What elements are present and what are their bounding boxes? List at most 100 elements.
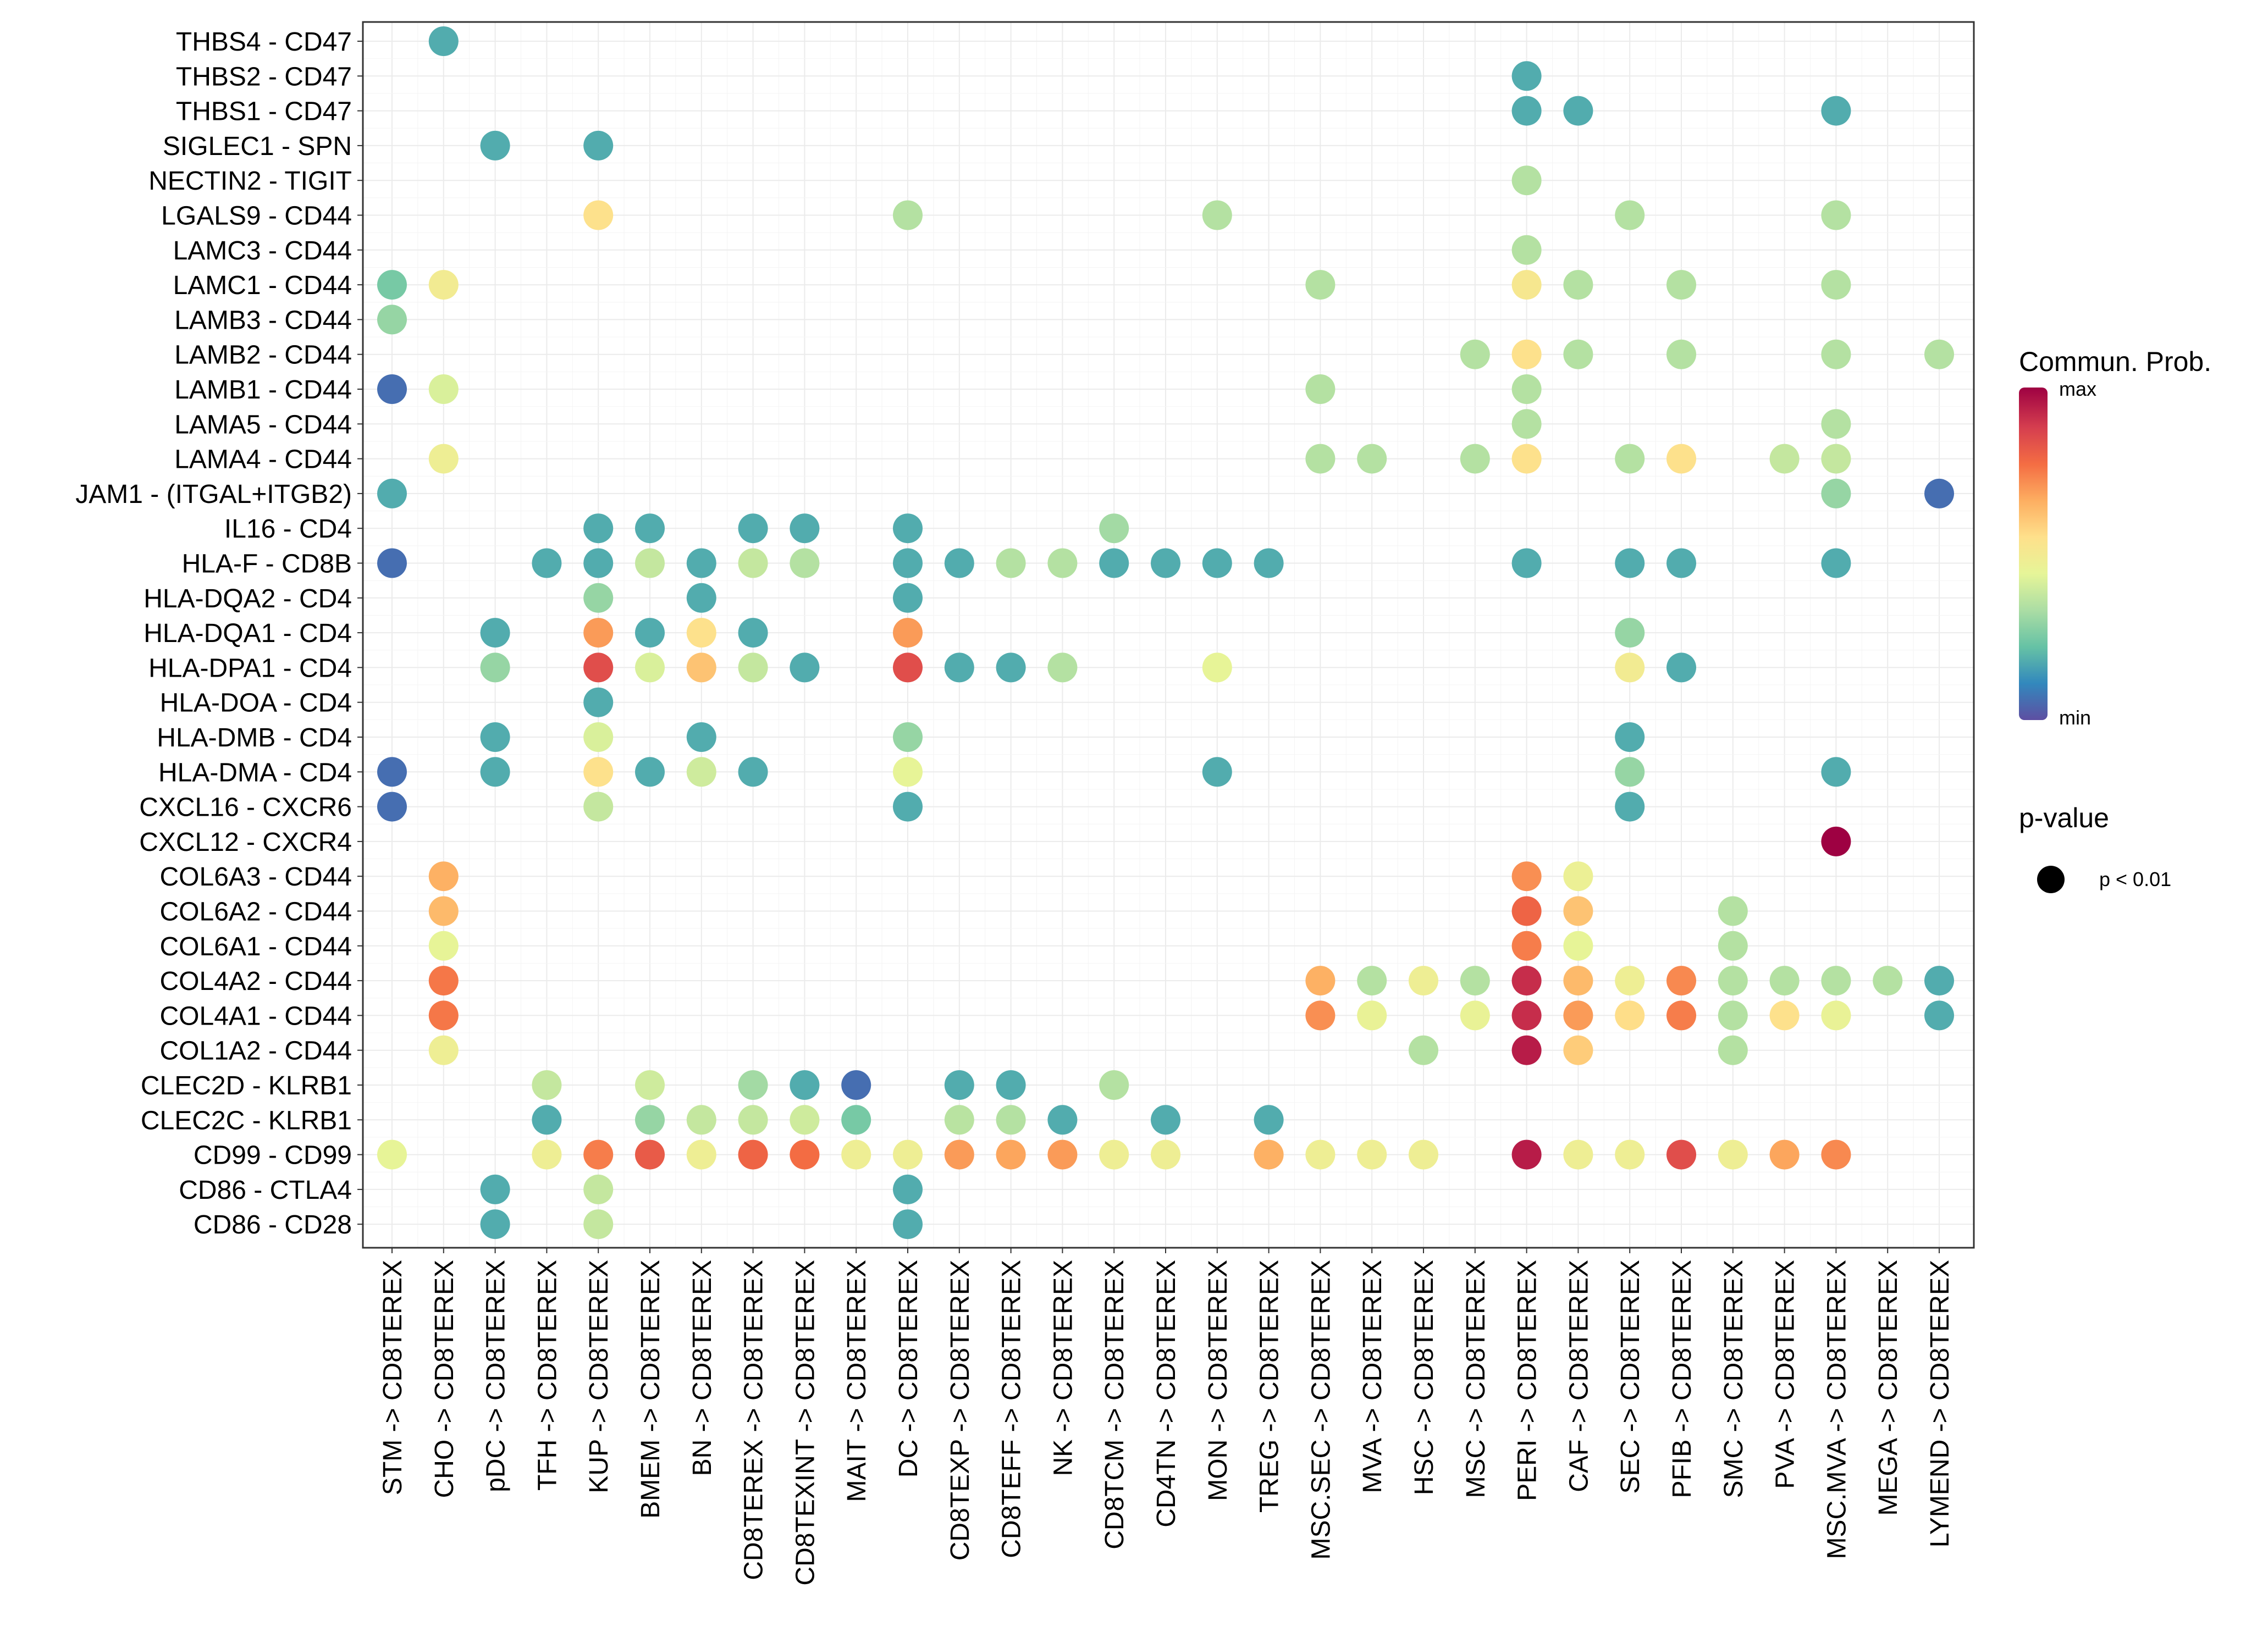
x-tick-label: NK -> CD8TEREX (1049, 1260, 1078, 1476)
data-point (377, 305, 407, 335)
data-point (1511, 861, 1542, 892)
x-tick-label: HSC -> CD8TEREX (1410, 1260, 1439, 1495)
data-point (1409, 1035, 1438, 1065)
y-tick-label: CLEC2C - KLRB1 (141, 1106, 352, 1135)
data-point (583, 722, 614, 752)
data-point (1254, 548, 1284, 578)
data-point (841, 1070, 871, 1100)
data-point (428, 26, 459, 56)
data-point (686, 583, 716, 613)
data-point (635, 652, 665, 683)
data-point (841, 1139, 871, 1170)
data-point (893, 792, 923, 822)
x-tick-label: KUP -> CD8TEREX (584, 1260, 614, 1493)
data-point (1666, 1000, 1696, 1031)
color-min-label: min (2059, 706, 2091, 729)
size-legend-label: p < 0.01 (2099, 868, 2171, 890)
data-point (1254, 1105, 1284, 1135)
data-point (1821, 548, 1851, 578)
x-tick-label: CHO -> CD8TEREX (430, 1260, 459, 1498)
data-point (996, 652, 1026, 683)
x-tick-label: CD8TEREX -> CD8TEREX (740, 1260, 769, 1580)
y-tick-label: CD86 - CTLA4 (179, 1176, 352, 1205)
data-point (944, 652, 974, 683)
data-point (635, 1105, 665, 1135)
y-tick-label: HLA-DMB - CD4 (157, 723, 352, 752)
y-tick-label: COL6A1 - CD44 (160, 932, 352, 961)
data-point (738, 1070, 768, 1100)
data-point (1357, 1000, 1387, 1031)
data-point (1666, 1139, 1696, 1170)
data-point (790, 652, 820, 683)
data-point (1821, 270, 1851, 300)
y-tick-label: CD86 - CD28 (194, 1210, 352, 1239)
data-point (1821, 339, 1851, 369)
data-point (1511, 896, 1542, 926)
data-point (1615, 757, 1645, 787)
data-point (1615, 1139, 1645, 1170)
data-point (428, 966, 459, 996)
y-tick-label: LAMB3 - CD44 (174, 306, 352, 335)
data-point (635, 1139, 665, 1170)
data-point (1151, 548, 1180, 578)
data-point (377, 270, 407, 300)
data-point (996, 1105, 1026, 1135)
data-point (583, 200, 614, 230)
data-point (1615, 652, 1645, 683)
data-point (532, 1070, 562, 1100)
data-point (635, 757, 665, 787)
data-point (1615, 1000, 1645, 1031)
data-point (377, 478, 407, 508)
data-point (790, 548, 820, 578)
y-tick-label: LAMB2 - CD44 (174, 341, 352, 370)
data-point (790, 1070, 820, 1100)
data-point (1563, 1035, 1593, 1065)
data-point (1718, 1139, 1748, 1170)
data-point (1563, 1000, 1593, 1031)
data-point (1202, 548, 1232, 578)
legend: Commun. Prob. max min p-value p < 0.01 (2019, 346, 2211, 893)
data-point (480, 1209, 510, 1239)
data-point (1047, 548, 1078, 578)
plot-panel-border (362, 21, 1975, 1249)
data-point (686, 618, 716, 648)
x-tick-label: MVA -> CD8TEREX (1358, 1260, 1387, 1493)
data-point (532, 548, 562, 578)
data-point (583, 1174, 614, 1204)
data-point (1511, 409, 1542, 439)
data-point (738, 548, 768, 578)
data-point (1924, 478, 1954, 508)
data-point (1099, 1070, 1129, 1100)
data-point (1511, 1139, 1542, 1170)
x-tick-label: MSC.MVA -> CD8TEREX (1822, 1260, 1851, 1559)
data-point (790, 513, 820, 544)
x-tick-label: MSC -> CD8TEREX (1461, 1260, 1491, 1498)
data-point (1563, 931, 1593, 961)
data-point (944, 548, 974, 578)
data-point (480, 130, 510, 161)
data-point (428, 861, 459, 892)
data-point (532, 1139, 562, 1170)
data-point (1460, 1000, 1490, 1031)
data-point (1615, 722, 1645, 752)
y-tick-label: THBS2 - CD47 (176, 62, 352, 91)
data-point (377, 374, 407, 404)
y-tick-label: HLA-DPA1 - CD4 (148, 654, 352, 683)
data-point (1873, 966, 1903, 996)
data-point (1357, 444, 1387, 474)
data-point (893, 583, 923, 613)
data-point (1769, 444, 1800, 474)
y-tick-label: HLA-DMA - CD4 (158, 758, 352, 787)
data-point (1615, 548, 1645, 578)
data-point (893, 757, 923, 787)
x-axis: STM -> CD8TEREX CHO -> CD8TEREX pDC -> CD8… (378, 1248, 1955, 1586)
x-tick-label: SMC -> CD8TEREX (1719, 1260, 1748, 1498)
x-tick-label: BN -> CD8TEREX (688, 1260, 717, 1476)
data-point (996, 548, 1026, 578)
data-point (1357, 1139, 1387, 1170)
data-point (1563, 896, 1593, 926)
data-point (1615, 792, 1645, 822)
data-point (1047, 652, 1078, 683)
data-point (1305, 1000, 1336, 1031)
data-point (377, 792, 407, 822)
